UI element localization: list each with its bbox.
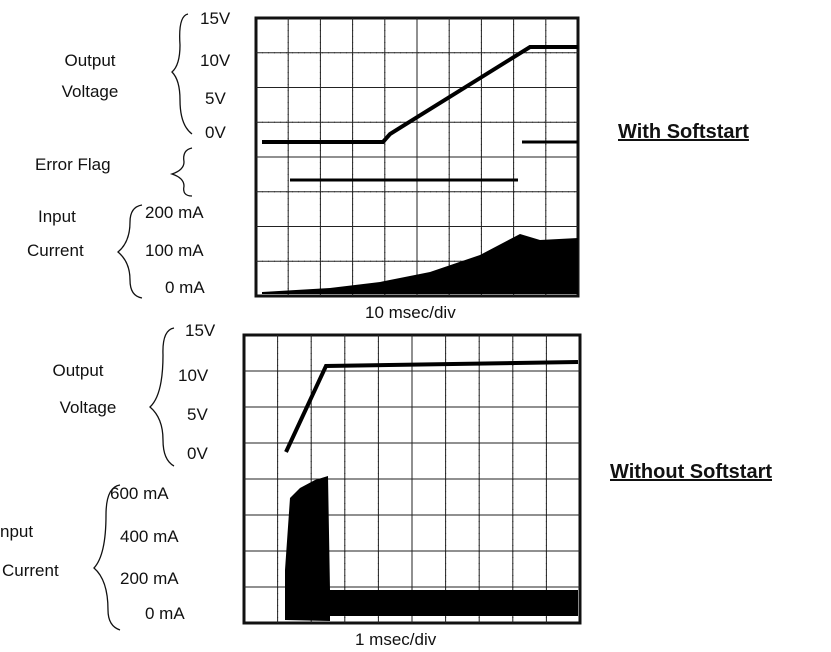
tick-label: 5V <box>187 405 208 424</box>
brace <box>150 328 174 466</box>
label: Current <box>27 241 84 260</box>
label: Voltage <box>62 82 119 101</box>
tick-label: 10V <box>200 51 231 70</box>
label: nput <box>0 522 33 541</box>
tick-label: 15V <box>200 9 231 28</box>
figure: Output Voltage 15V 10V 5V 0V Error Flag … <box>0 0 831 652</box>
tick-label: 200 mA <box>145 203 204 222</box>
label: Error Flag <box>35 155 111 174</box>
brace <box>94 485 120 630</box>
tick-label: 0V <box>205 123 226 142</box>
label: Current <box>2 561 59 580</box>
tick-label: 5V <box>205 89 226 108</box>
tick-label: 600 mA <box>110 484 169 503</box>
label: Voltage <box>60 398 117 417</box>
timebase: 1 msec/div <box>355 630 437 649</box>
brace <box>172 14 192 134</box>
label: Output <box>64 51 115 70</box>
caption: With Softstart <box>618 121 749 143</box>
label: Input <box>38 207 76 226</box>
tick-label: 200 mA <box>120 569 179 588</box>
caption: Without Softstart <box>610 461 772 483</box>
tick-label: 0 mA <box>165 278 205 297</box>
label: Output <box>52 361 103 380</box>
brace <box>118 205 142 298</box>
tick-label: 0 mA <box>145 604 185 623</box>
tick-label: 400 mA <box>120 527 179 546</box>
tick-label: 100 mA <box>145 241 204 260</box>
tick-label: 15V <box>185 321 216 340</box>
brace <box>172 148 192 196</box>
tick-label: 10V <box>178 366 209 385</box>
timebase: 10 msec/div <box>365 303 456 322</box>
tick-label: 0V <box>187 444 208 463</box>
